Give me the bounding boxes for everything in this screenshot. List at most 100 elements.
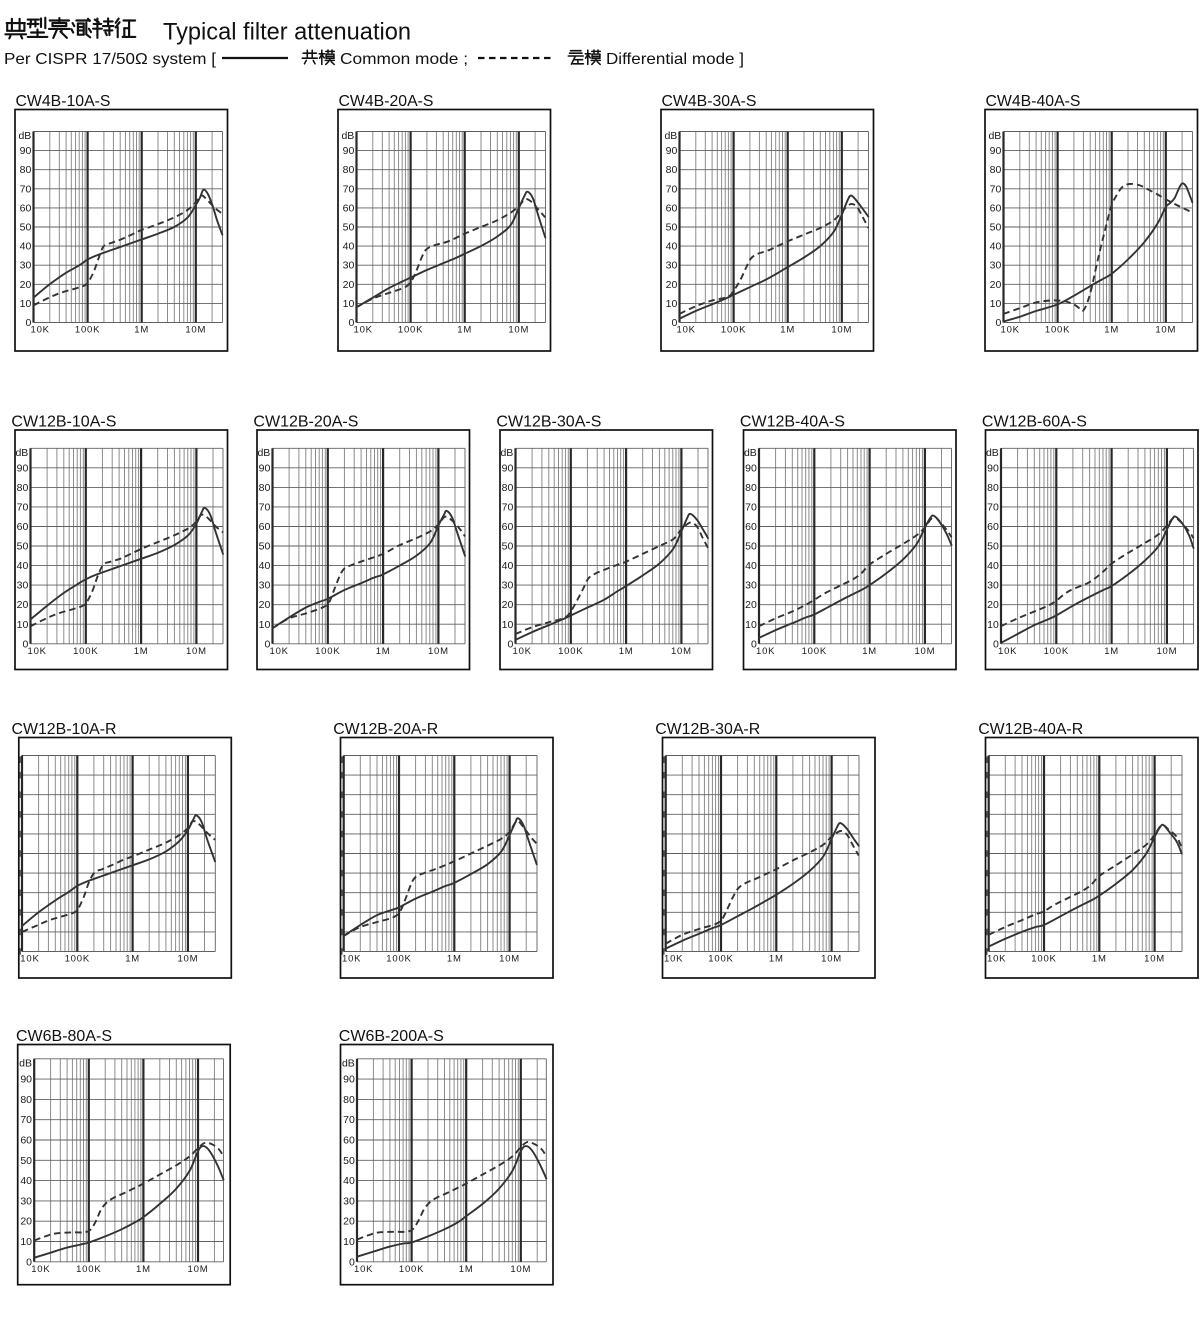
svg-text:90: 90 xyxy=(987,462,999,474)
svg-text:100K: 100K xyxy=(398,325,423,336)
svg-text:60: 60 xyxy=(343,1135,355,1147)
svg-text:1M: 1M xyxy=(619,646,634,657)
svg-text:CW12B-40A-S: CW12B-40A-S xyxy=(740,414,845,431)
svg-text:80: 80 xyxy=(502,482,514,494)
svg-text:70: 70 xyxy=(17,501,29,513)
svg-text:10M: 10M xyxy=(185,325,206,336)
svg-text:50: 50 xyxy=(666,222,678,234)
svg-text:10K: 10K xyxy=(998,646,1017,657)
svg-text:10M: 10M xyxy=(1155,325,1176,336)
svg-text:50: 50 xyxy=(990,222,1002,234)
svg-text:0: 0 xyxy=(264,638,270,650)
svg-text:1M: 1M xyxy=(1104,325,1119,336)
svg-text:dB: dB xyxy=(988,130,1001,142)
svg-text:10K: 10K xyxy=(664,954,683,965)
svg-text:40: 40 xyxy=(20,1175,32,1187)
svg-text:0: 0 xyxy=(751,638,757,650)
svg-text:70: 70 xyxy=(502,501,514,513)
svg-text:100K: 100K xyxy=(1044,646,1069,657)
svg-text:100K: 100K xyxy=(1045,325,1070,336)
svg-text:50: 50 xyxy=(259,541,271,553)
svg-text:60: 60 xyxy=(745,521,757,533)
svg-text:90: 90 xyxy=(17,462,29,474)
svg-text:30: 30 xyxy=(745,580,757,592)
svg-text:80: 80 xyxy=(20,1094,32,1106)
svg-text:100K: 100K xyxy=(721,325,746,336)
svg-text:70: 70 xyxy=(987,501,999,513)
svg-text:30: 30 xyxy=(343,1195,355,1207)
svg-text:0: 0 xyxy=(993,638,999,650)
svg-text:60: 60 xyxy=(987,521,999,533)
svg-text:60: 60 xyxy=(502,521,514,533)
svg-text:10K: 10K xyxy=(513,646,532,657)
svg-text:60: 60 xyxy=(259,521,271,533)
svg-text:10M: 10M xyxy=(671,646,692,657)
svg-text:20: 20 xyxy=(343,1216,355,1228)
svg-text:10: 10 xyxy=(20,1236,32,1248)
svg-text:90: 90 xyxy=(343,1074,355,1086)
svg-text:10K: 10K xyxy=(677,325,696,336)
svg-text:dB: dB xyxy=(664,130,677,142)
svg-text:0: 0 xyxy=(26,1256,32,1268)
svg-text:80: 80 xyxy=(20,164,32,176)
svg-text:10: 10 xyxy=(990,298,1002,310)
svg-text:CW12B-20A-S: CW12B-20A-S xyxy=(253,414,358,431)
svg-text:dB: dB xyxy=(18,130,31,142)
svg-text:30: 30 xyxy=(259,580,271,592)
svg-text:1M: 1M xyxy=(447,954,462,965)
svg-text:10K: 10K xyxy=(756,646,775,657)
svg-text:0: 0 xyxy=(349,1256,355,1268)
svg-text:90: 90 xyxy=(990,145,1002,157)
svg-text:70: 70 xyxy=(343,1114,355,1126)
svg-text:10: 10 xyxy=(343,298,355,310)
svg-text:100K: 100K xyxy=(76,1264,101,1275)
svg-text:80: 80 xyxy=(343,164,355,176)
svg-text:Typical filter attenuation: Typical filter attenuation xyxy=(163,19,411,46)
svg-text:90: 90 xyxy=(343,145,355,157)
svg-text:50: 50 xyxy=(502,541,514,553)
svg-text:1M: 1M xyxy=(376,646,391,657)
svg-text:100K: 100K xyxy=(386,954,411,965)
svg-text:dB: dB xyxy=(341,130,354,142)
svg-text:1M: 1M xyxy=(1092,954,1107,965)
svg-text:10M: 10M xyxy=(188,1264,209,1275)
svg-text:40: 40 xyxy=(502,560,514,572)
svg-text:80: 80 xyxy=(17,482,29,494)
svg-text:1M: 1M xyxy=(1104,646,1119,657)
svg-text:40: 40 xyxy=(20,241,32,253)
svg-text:20: 20 xyxy=(20,1216,32,1228)
svg-text:100K: 100K xyxy=(708,954,733,965)
svg-text:20: 20 xyxy=(20,279,32,291)
svg-text:40: 40 xyxy=(987,560,999,572)
svg-text:1M: 1M xyxy=(459,1264,474,1275)
svg-text:40: 40 xyxy=(990,241,1002,253)
svg-text:90: 90 xyxy=(20,1074,32,1086)
svg-text:Common mode ;: Common mode ; xyxy=(340,51,468,68)
svg-text:30: 30 xyxy=(20,1195,32,1207)
svg-text:70: 70 xyxy=(20,1114,32,1126)
svg-text:10: 10 xyxy=(666,298,678,310)
svg-text:30: 30 xyxy=(502,580,514,592)
svg-text:100K: 100K xyxy=(399,1264,424,1275)
svg-text:0: 0 xyxy=(995,317,1001,329)
svg-text:10K: 10K xyxy=(31,325,50,336)
svg-text:10M: 10M xyxy=(508,325,529,336)
svg-text:10M: 10M xyxy=(428,646,449,657)
svg-text:dB: dB xyxy=(257,447,270,459)
svg-text:20: 20 xyxy=(259,599,271,611)
svg-text:1M: 1M xyxy=(780,325,795,336)
svg-text:CW12B-30A-R: CW12B-30A-R xyxy=(655,721,760,738)
svg-text:0: 0 xyxy=(671,317,677,329)
svg-text:90: 90 xyxy=(20,145,32,157)
svg-text:40: 40 xyxy=(17,560,29,572)
svg-text:CW12B-30A-S: CW12B-30A-S xyxy=(496,414,601,431)
svg-text:100K: 100K xyxy=(75,325,100,336)
svg-text:30: 30 xyxy=(987,580,999,592)
svg-text:CW12B-10A-S: CW12B-10A-S xyxy=(11,414,116,431)
svg-text:CW4B-20A-S: CW4B-20A-S xyxy=(339,93,434,110)
svg-text:70: 70 xyxy=(259,501,271,513)
svg-text:70: 70 xyxy=(343,183,355,195)
svg-text:dB: dB xyxy=(19,1057,32,1069)
svg-text:10K: 10K xyxy=(20,954,39,965)
svg-text:0: 0 xyxy=(507,638,513,650)
